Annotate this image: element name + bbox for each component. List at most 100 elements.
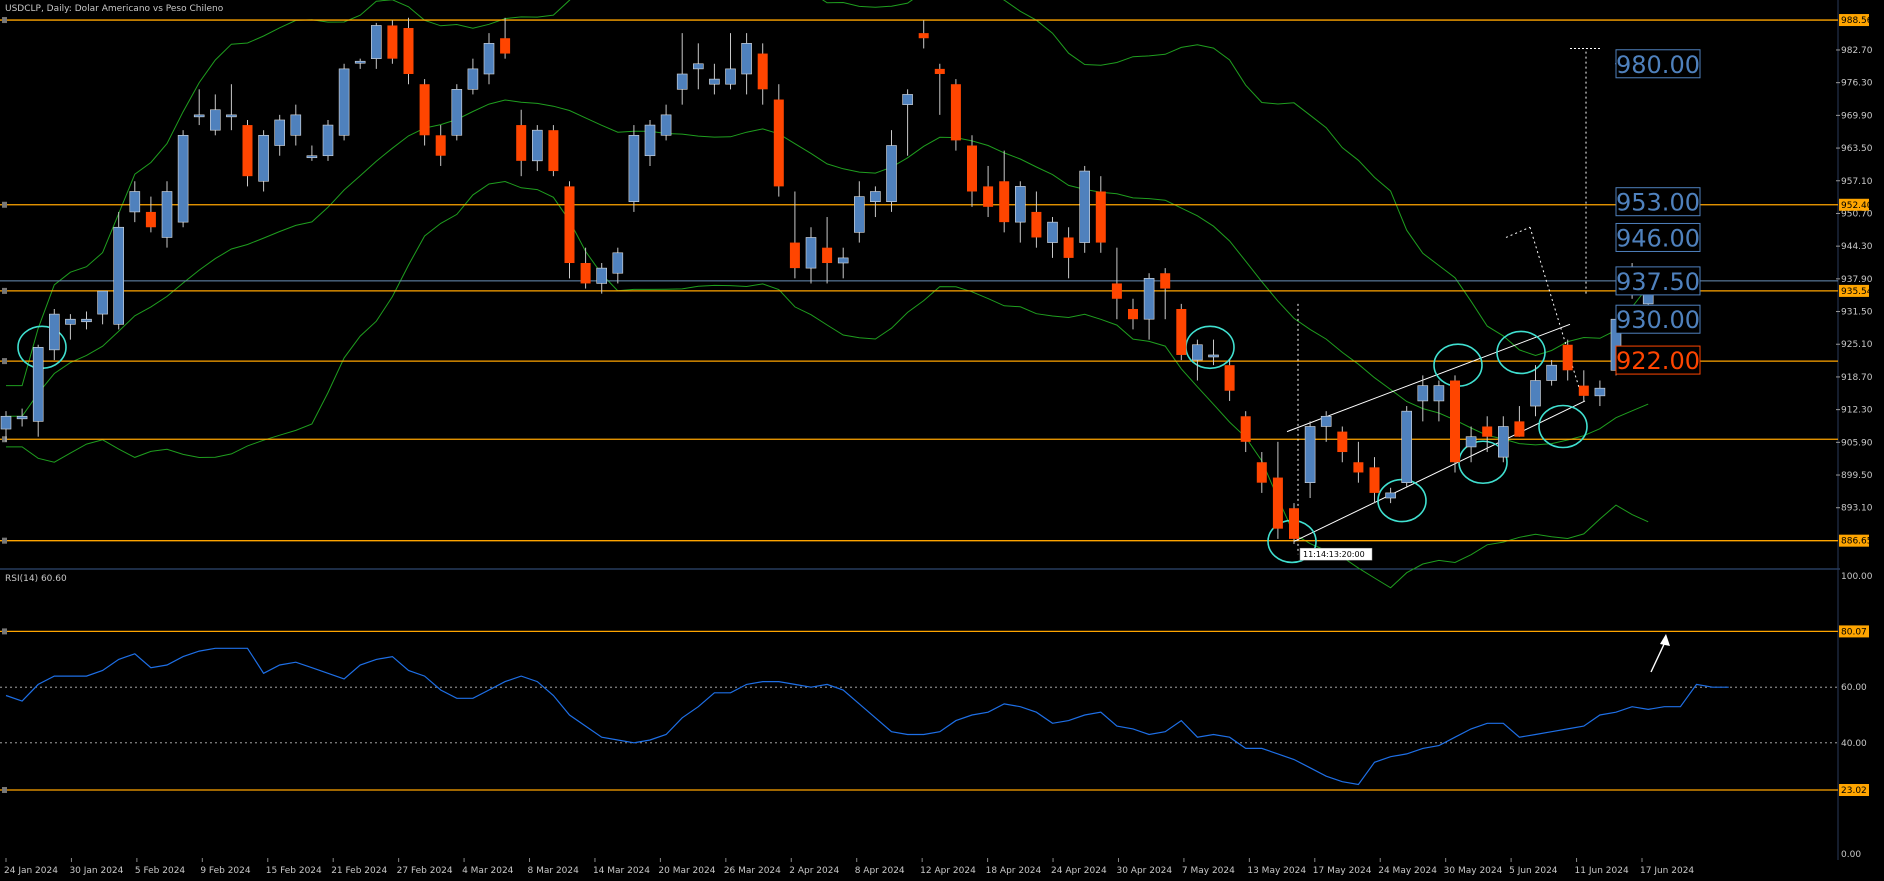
price-axis: 988.56 982.70 976.30 969.90 963.50 957.10 950.… bbox=[1836, 14, 1873, 547]
time-tick-label: 24 Apr 2024 bbox=[1051, 866, 1107, 876]
candle bbox=[97, 290, 108, 315]
time-tick-label: 8 Mar 2024 bbox=[528, 866, 580, 876]
rsi-level-tag bbox=[1839, 784, 1869, 797]
candle bbox=[210, 109, 221, 131]
time-tick-label: 8 Apr 2024 bbox=[855, 866, 905, 876]
candle bbox=[983, 186, 994, 207]
time-tick-label: 17 Jun 2024 bbox=[1640, 866, 1694, 876]
rsi-level-tag bbox=[1839, 625, 1869, 638]
channel-lower-line bbox=[1293, 400, 1586, 542]
candle bbox=[1369, 467, 1380, 493]
rsi-arrow-shaft bbox=[1650, 639, 1667, 673]
candle bbox=[1530, 380, 1541, 407]
candle bbox=[1353, 462, 1364, 473]
candle bbox=[32, 347, 44, 422]
price-tick-label: 988.56 bbox=[1841, 16, 1873, 26]
candle bbox=[548, 130, 559, 172]
candle bbox=[1433, 385, 1445, 402]
candle bbox=[1111, 283, 1122, 299]
price-tick-label: 931.50 bbox=[1841, 308, 1873, 318]
candle bbox=[81, 318, 92, 323]
candle bbox=[1482, 426, 1493, 437]
candle bbox=[1031, 211, 1042, 238]
candle bbox=[1014, 186, 1026, 223]
candle bbox=[1385, 492, 1396, 499]
marker-label-box bbox=[1299, 547, 1373, 561]
candle bbox=[1192, 344, 1203, 361]
rsi-tick-label: 60.00 bbox=[1841, 683, 1867, 693]
rsi-tick-label: 80.07 bbox=[1841, 627, 1867, 637]
candle bbox=[193, 114, 205, 118]
candle bbox=[145, 211, 156, 228]
candle bbox=[451, 89, 463, 136]
candle bbox=[644, 124, 656, 157]
candle bbox=[1079, 170, 1090, 243]
target-label: 980.00 bbox=[1616, 51, 1700, 79]
candle bbox=[628, 134, 640, 203]
target-label: 922.00 bbox=[1616, 347, 1700, 375]
candle bbox=[725, 68, 736, 85]
time-tick-label: 13 May 2024 bbox=[1247, 866, 1306, 876]
candle bbox=[1546, 364, 1557, 381]
candle bbox=[242, 125, 253, 177]
level-handle bbox=[2, 436, 7, 443]
time-tick-label: 15 Feb 2024 bbox=[266, 866, 322, 876]
candle bbox=[676, 73, 688, 90]
time-tick-label: 30 May 2024 bbox=[1444, 866, 1503, 876]
candle bbox=[306, 155, 318, 159]
candle bbox=[741, 43, 752, 75]
price-tick-label: 963.50 bbox=[1841, 144, 1873, 154]
price-tick-label: 976.30 bbox=[1841, 79, 1873, 89]
level-handle bbox=[2, 787, 7, 794]
candle bbox=[274, 119, 286, 146]
level-handle bbox=[2, 17, 7, 24]
bollinger-bands bbox=[6, 0, 1649, 589]
target-label: 953.00 bbox=[1616, 189, 1700, 217]
price-tick-label: 937.90 bbox=[1841, 275, 1873, 285]
time-tick-label: 30 Jan 2024 bbox=[69, 866, 123, 876]
candle bbox=[999, 181, 1010, 223]
candle bbox=[1337, 431, 1348, 453]
annotation-circle bbox=[1538, 404, 1588, 449]
candle bbox=[918, 33, 929, 39]
time-tick-label: 5 Feb 2024 bbox=[135, 866, 186, 876]
target-labels: 980.00 953.00 946.00 937.50 930.00 922.00 bbox=[1615, 49, 1701, 375]
time-tick-label: 7 May 2024 bbox=[1182, 866, 1235, 876]
time-tick-label: 12 Apr 2024 bbox=[920, 866, 976, 876]
candle bbox=[853, 196, 865, 233]
target-label-box bbox=[1615, 222, 1701, 252]
candle bbox=[1272, 477, 1283, 529]
candle bbox=[612, 252, 624, 274]
candle bbox=[161, 191, 173, 238]
time-tick-label: 27 Feb 2024 bbox=[397, 866, 453, 876]
candle bbox=[1594, 387, 1606, 397]
marker-label: 11:14:13:20:00 bbox=[1303, 550, 1365, 559]
price-tick-label: 918.70 bbox=[1841, 373, 1873, 383]
candle bbox=[403, 28, 414, 74]
price-level-tag bbox=[1839, 198, 1869, 211]
candle bbox=[1514, 421, 1525, 437]
dotted-projection-line bbox=[1529, 227, 1581, 391]
candle bbox=[387, 25, 398, 59]
candle bbox=[934, 68, 945, 74]
candle bbox=[177, 134, 189, 223]
time-tick-label: 20 Mar 2024 bbox=[658, 866, 715, 876]
candle bbox=[435, 135, 446, 156]
candle bbox=[580, 263, 591, 284]
price-tick-label: 944.30 bbox=[1841, 242, 1873, 252]
target-label-box bbox=[1615, 304, 1701, 334]
rsi-tick-label: 23.02 bbox=[1841, 786, 1867, 796]
candle bbox=[596, 267, 608, 284]
candle bbox=[48, 313, 60, 351]
time-tick-label: 9 Feb 2024 bbox=[200, 866, 251, 876]
level-handle bbox=[2, 537, 7, 544]
candle bbox=[805, 237, 817, 269]
candle bbox=[483, 43, 495, 75]
candle bbox=[950, 84, 961, 141]
level-handle bbox=[2, 201, 7, 208]
candle bbox=[290, 114, 302, 136]
price-tick-label: 982.70 bbox=[1841, 46, 1873, 56]
candle bbox=[886, 145, 897, 203]
candle bbox=[467, 68, 479, 90]
